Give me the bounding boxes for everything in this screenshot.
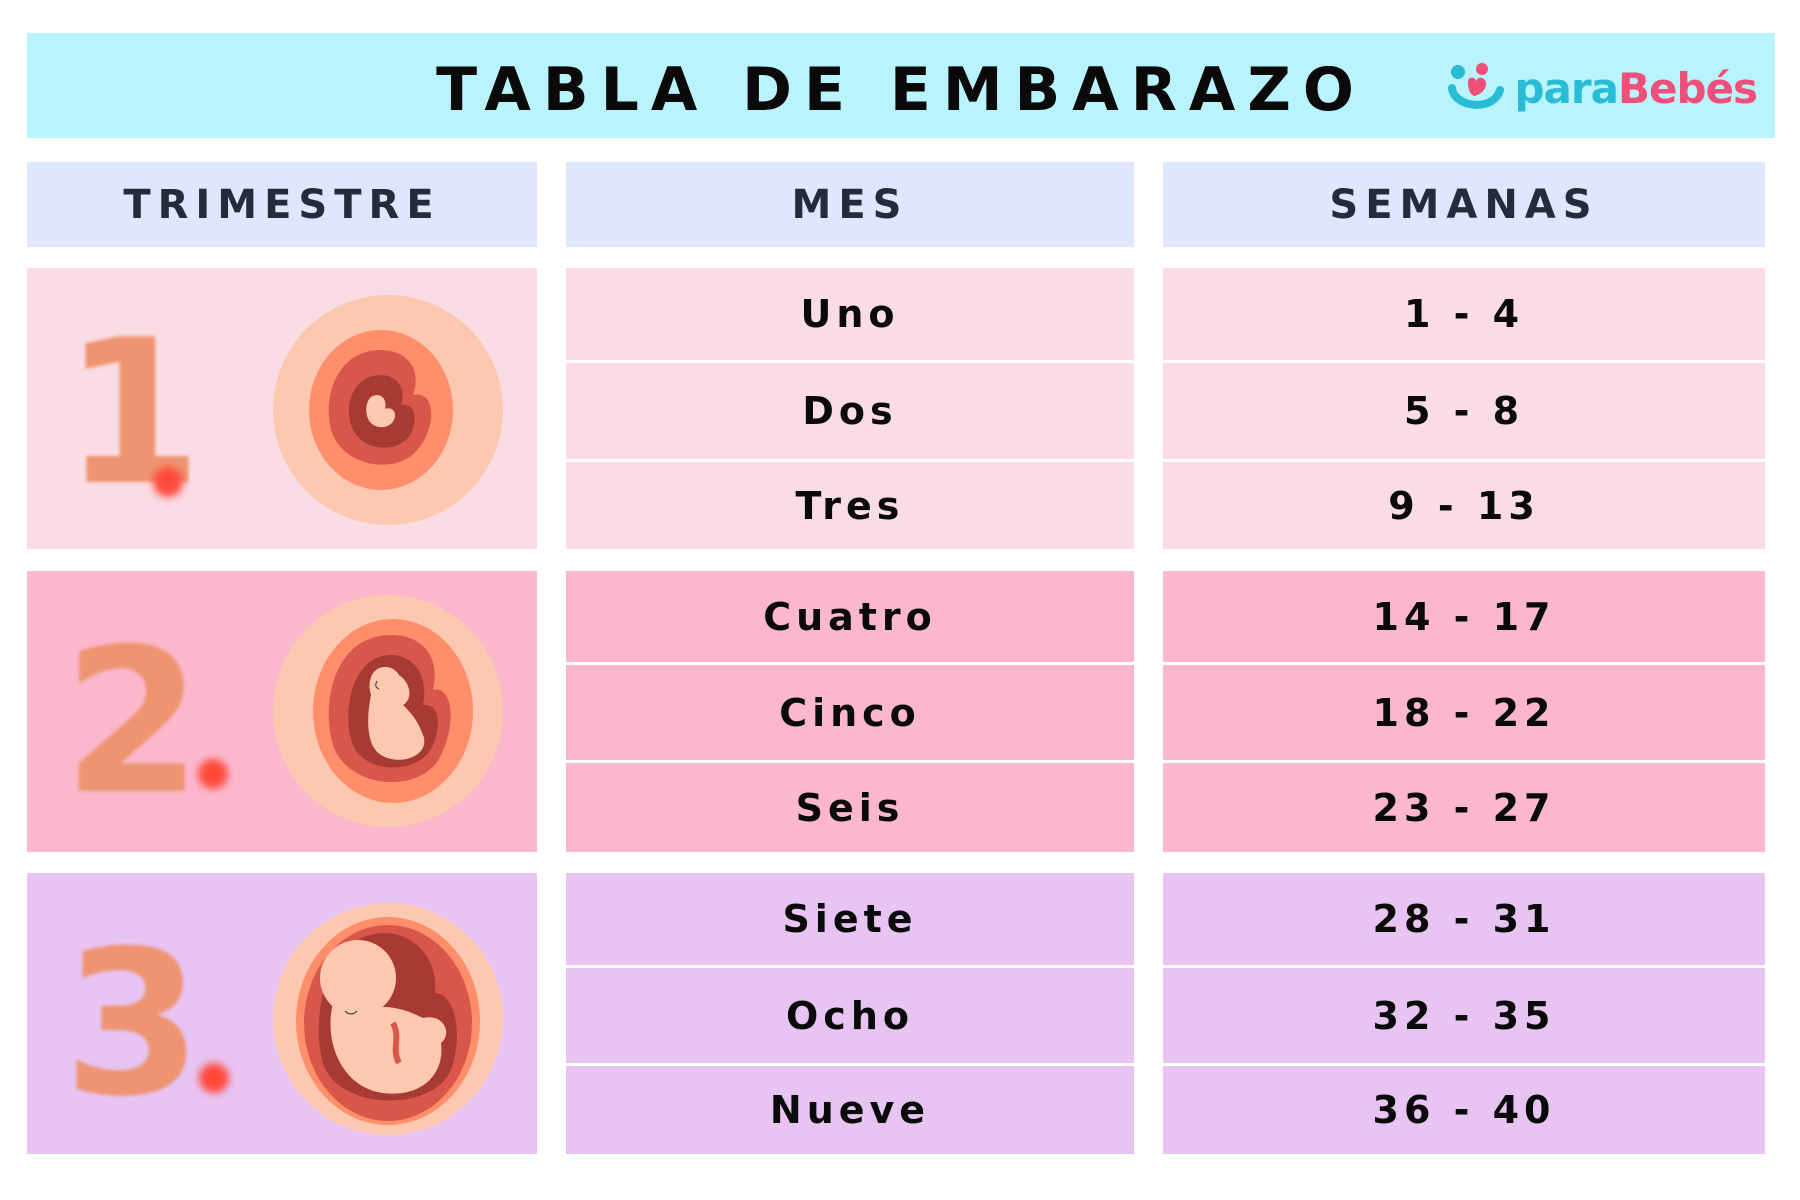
trimester-1-weeks: 1 - 4 5 - 8 9 - 13 xyxy=(1163,268,1765,549)
weeks-cell: 28 - 31 xyxy=(1163,873,1765,965)
trimester-number: 3 xyxy=(63,908,203,1141)
baby-in-womb-icon xyxy=(273,903,503,1135)
logo-text-bebes: Bebés xyxy=(1617,63,1758,113)
trimester-2-weeks: 14 - 17 18 - 22 23 - 27 xyxy=(1163,571,1765,852)
numeral-dot xyxy=(198,759,228,789)
month-cell: Dos xyxy=(566,363,1134,459)
month-cell: Nueve xyxy=(566,1066,1134,1154)
column-header-trimestre: TRIMESTRE xyxy=(27,162,537,247)
title-banner: TABLA DE EMBARAZO paraBebés xyxy=(27,33,1775,138)
numeral-dot xyxy=(199,1063,229,1093)
trimester-1-cell: 1 xyxy=(27,268,537,549)
weeks-cell: 18 - 22 xyxy=(1163,665,1765,760)
logo-text: paraBebés xyxy=(1514,63,1758,113)
weeks-cell: 32 - 35 xyxy=(1163,968,1765,1063)
weeks-cell: 9 - 13 xyxy=(1163,462,1765,549)
numeral-dot xyxy=(153,467,183,497)
month-cell: Uno xyxy=(566,268,1134,360)
fetus-in-womb-icon xyxy=(273,595,503,827)
weeks-cell: 1 - 4 xyxy=(1163,268,1765,360)
month-cell: Siete xyxy=(566,873,1134,965)
weeks-cell: 23 - 27 xyxy=(1163,763,1765,852)
month-cell: Tres xyxy=(566,462,1134,549)
column-header-mes: MES xyxy=(566,162,1134,247)
trimester-number: 2 xyxy=(63,606,203,839)
month-cell: Ocho xyxy=(566,968,1134,1063)
embryo-in-womb-icon xyxy=(273,295,503,525)
smiling-baby-logo-icon xyxy=(1448,63,1505,109)
page-title: TABLA DE EMBARAZO xyxy=(436,55,1366,125)
trimester-2-cell: 2 xyxy=(27,571,537,852)
weeks-cell: 36 - 40 xyxy=(1163,1066,1765,1154)
month-cell: Seis xyxy=(566,763,1134,852)
trimester-3-months: Siete Ocho Nueve xyxy=(566,873,1134,1154)
trimester-3-cell: 3 xyxy=(27,873,537,1154)
trimester-1-months: Uno Dos Tres xyxy=(566,268,1134,549)
parabebes-logo: paraBebés xyxy=(1448,58,1758,118)
weeks-cell: 5 - 8 xyxy=(1163,363,1765,459)
trimester-3-weeks: 28 - 31 32 - 35 36 - 40 xyxy=(1163,873,1765,1154)
trimester-2-months: Cuatro Cinco Seis xyxy=(566,571,1134,852)
logo-text-para: para xyxy=(1514,63,1618,113)
month-cell: Cinco xyxy=(566,665,1134,760)
weeks-cell: 14 - 17 xyxy=(1163,571,1765,662)
month-cell: Cuatro xyxy=(566,571,1134,662)
column-header-semanas: SEMANAS xyxy=(1163,162,1765,247)
